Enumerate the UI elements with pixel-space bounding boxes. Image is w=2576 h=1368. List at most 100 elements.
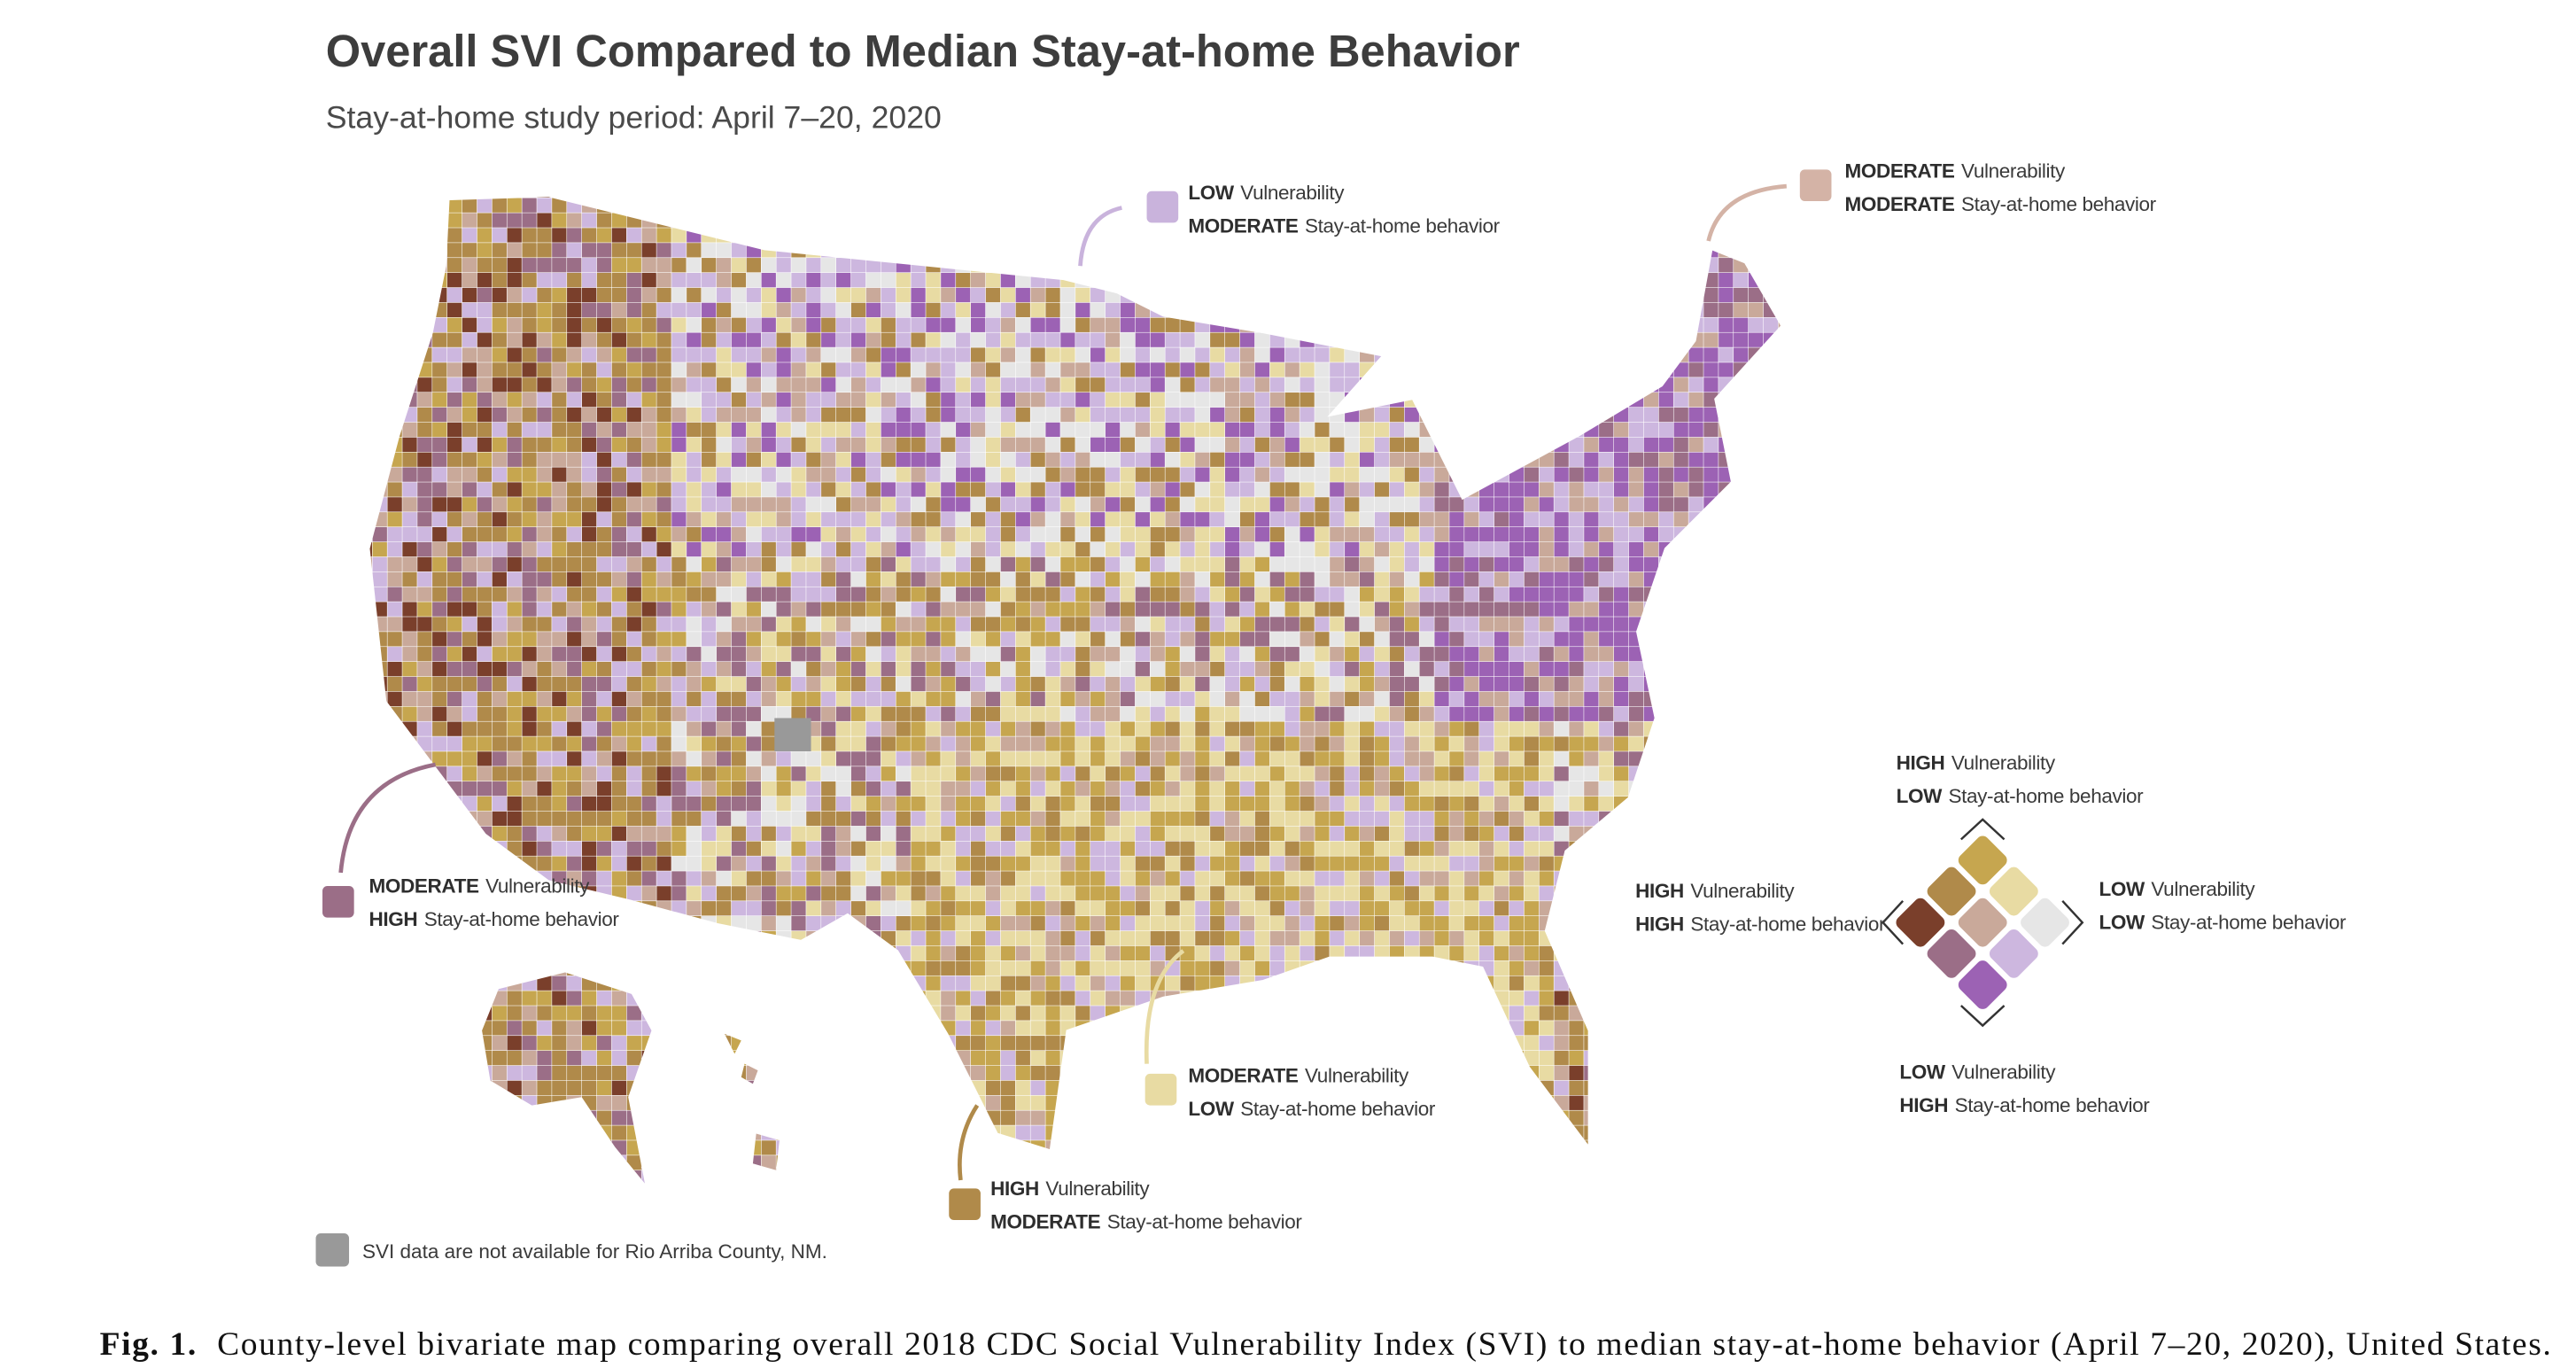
county [671, 346, 687, 364]
county [1000, 930, 1017, 947]
county [761, 407, 778, 424]
county [416, 1154, 433, 1171]
county [446, 571, 463, 588]
county [731, 646, 748, 663]
county [1105, 302, 1121, 319]
county [656, 1185, 672, 1201]
county [775, 1170, 793, 1184]
county [731, 1154, 748, 1171]
county [477, 1020, 493, 1037]
county [925, 346, 942, 364]
county [746, 227, 763, 244]
county [1433, 526, 1451, 543]
county [626, 392, 643, 408]
county [1000, 1005, 1017, 1022]
county [686, 631, 702, 648]
county [881, 826, 897, 843]
county [1179, 676, 1196, 693]
county [1299, 586, 1316, 603]
county [372, 990, 389, 1007]
county [746, 915, 763, 932]
county [731, 841, 748, 858]
county [895, 242, 912, 259]
county [1314, 750, 1331, 767]
county [416, 392, 433, 408]
county [686, 826, 702, 843]
county [1015, 646, 1032, 663]
county [1404, 960, 1421, 977]
county [1254, 257, 1271, 274]
county [596, 361, 613, 378]
county [1000, 691, 1017, 708]
county [820, 841, 837, 858]
county [1059, 346, 1076, 364]
county [1284, 496, 1301, 513]
county [895, 706, 912, 723]
county [386, 1095, 404, 1112]
county [865, 197, 882, 214]
county [536, 422, 553, 439]
county [1433, 855, 1451, 873]
county [790, 661, 807, 678]
county [1029, 556, 1047, 573]
county [1164, 407, 1182, 424]
county [369, 1170, 374, 1184]
county [820, 796, 837, 812]
county [1433, 257, 1451, 274]
county [1075, 556, 1091, 573]
county [1299, 870, 1316, 887]
county [881, 1080, 897, 1097]
county [1194, 885, 1211, 902]
county [1434, 1185, 1450, 1201]
county [446, 526, 463, 543]
county [775, 571, 793, 588]
county [1075, 317, 1091, 334]
county [985, 706, 1002, 723]
county [925, 631, 942, 648]
county [850, 616, 867, 633]
county [1120, 1109, 1137, 1127]
county [1389, 735, 1406, 753]
county [1448, 361, 1465, 378]
county [775, 481, 793, 498]
county [1029, 750, 1047, 767]
county [686, 422, 702, 439]
county [805, 361, 822, 378]
county [686, 377, 702, 393]
county [1418, 452, 1436, 469]
county [835, 646, 852, 663]
county [895, 676, 912, 693]
county [985, 750, 1002, 767]
county [775, 466, 793, 484]
county [1284, 1154, 1301, 1171]
county [1299, 361, 1316, 378]
county [521, 1124, 539, 1142]
county [970, 945, 987, 962]
county [1359, 452, 1376, 469]
county [775, 511, 793, 528]
county [746, 556, 763, 573]
county [1404, 706, 1421, 723]
county [369, 496, 374, 513]
county [925, 691, 942, 708]
county [1105, 900, 1121, 917]
county [1120, 841, 1137, 858]
county [640, 735, 658, 753]
county [850, 766, 867, 782]
county [640, 511, 658, 528]
county [1254, 915, 1271, 932]
county [1254, 841, 1271, 858]
county [1209, 407, 1226, 424]
county [1418, 691, 1436, 708]
county [1344, 930, 1361, 947]
county [775, 346, 793, 364]
county [551, 317, 568, 334]
county [671, 661, 687, 678]
county [955, 331, 972, 349]
county [386, 796, 404, 812]
county [369, 212, 374, 229]
county [1029, 616, 1047, 633]
county [1164, 1035, 1182, 1052]
county [1314, 317, 1331, 334]
county [1179, 361, 1196, 378]
